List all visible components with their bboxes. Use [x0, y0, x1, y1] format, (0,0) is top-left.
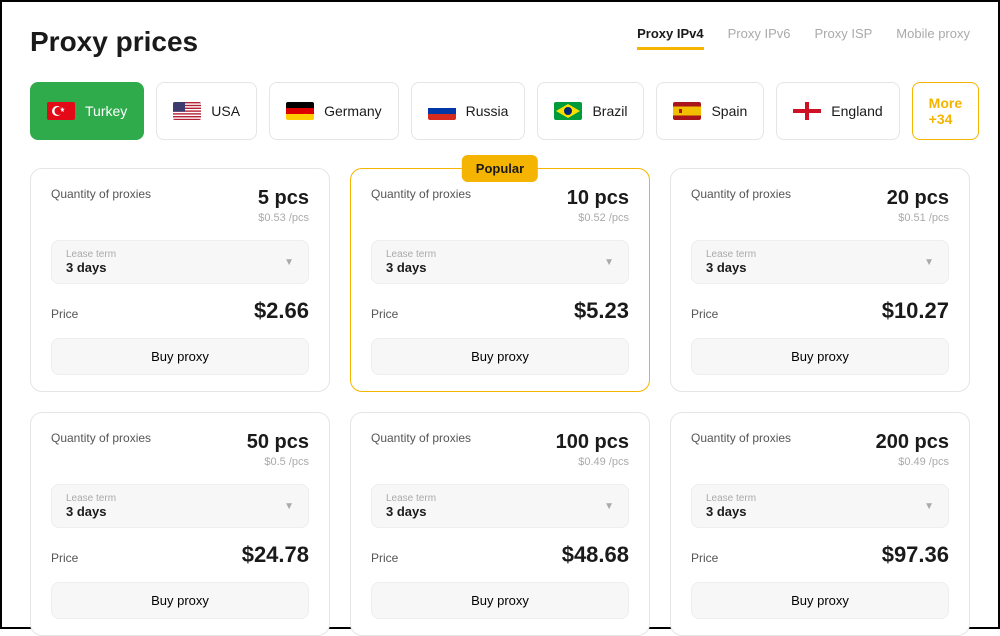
per-unit-price: $0.5 /pcs: [247, 456, 309, 468]
per-unit-price: $0.49 /pcs: [556, 456, 629, 468]
flag-icon: [428, 102, 456, 120]
country-brazil[interactable]: Brazil: [537, 82, 644, 140]
chevron-down-icon: ▼: [284, 257, 294, 268]
price-label: Price: [691, 307, 718, 321]
quantity-label: Quantity of proxies: [371, 431, 471, 445]
buy-proxy-button[interactable]: Buy proxy: [691, 582, 949, 619]
tab-proxy-isp[interactable]: Proxy ISP: [815, 26, 873, 50]
country-label: Turkey: [85, 103, 127, 119]
quantity-label: Quantity of proxies: [691, 431, 791, 445]
quantity-value: 10 pcs: [567, 187, 629, 210]
country-usa[interactable]: USA: [156, 82, 257, 140]
country-russia[interactable]: Russia: [411, 82, 526, 140]
price-value: $97.36: [882, 542, 949, 568]
tab-proxy-ipv4[interactable]: Proxy IPv4: [637, 26, 704, 50]
per-unit-price: $0.49 /pcs: [876, 456, 949, 468]
quantity-label: Quantity of proxies: [691, 187, 791, 201]
flag-icon: [793, 102, 821, 120]
country-label: USA: [211, 103, 240, 119]
quantity-value: 20 pcs: [887, 187, 949, 210]
price-label: Price: [51, 551, 78, 565]
lease-term-select[interactable]: Lease term3 days ▼: [51, 240, 309, 284]
quantity-label: Quantity of proxies: [51, 187, 151, 201]
lease-label: Lease term: [706, 493, 756, 504]
price-value: $48.68: [562, 542, 629, 568]
buy-proxy-button[interactable]: Buy proxy: [371, 338, 629, 375]
buy-proxy-button[interactable]: Buy proxy: [371, 582, 629, 619]
chevron-down-icon: ▼: [284, 501, 294, 512]
tab-proxy-ipv6[interactable]: Proxy IPv6: [728, 26, 791, 50]
lease-term-select[interactable]: Lease term3 days ▼: [371, 484, 629, 528]
country-turkey[interactable]: Turkey: [30, 82, 144, 140]
pricing-card: Quantity of proxies 50 pcs $0.5 /pcs Lease …: [30, 412, 330, 636]
flag-icon: [173, 102, 201, 120]
buy-proxy-button[interactable]: Buy proxy: [51, 582, 309, 619]
chevron-down-icon: ▼: [924, 257, 934, 268]
country-filter: Turkey USA Germany Russia Brazil Spain England…: [30, 82, 970, 140]
pricing-card: Quantity of proxies 20 pcs $0.51 /pcs Lease…: [670, 168, 970, 392]
lease-term-select[interactable]: Lease term3 days ▼: [371, 240, 629, 284]
quantity-value: 50 pcs: [247, 431, 309, 454]
more-countries-button[interactable]: More +34: [912, 82, 979, 140]
flag-icon: [286, 102, 314, 120]
quantity-value: 5 pcs: [258, 187, 309, 210]
price-label: Price: [51, 307, 78, 321]
lease-label: Lease term: [386, 493, 436, 504]
per-unit-price: $0.51 /pcs: [887, 212, 949, 224]
country-spain[interactable]: Spain: [656, 82, 764, 140]
country-label: Russia: [466, 103, 509, 119]
lease-label: Lease term: [706, 249, 756, 260]
popular-badge: Popular: [462, 155, 538, 182]
page-title: Proxy prices: [30, 26, 198, 58]
per-unit-price: $0.52 /pcs: [567, 212, 629, 224]
pricing-card: Quantity of proxies 5 pcs $0.53 /pcs Lease …: [30, 168, 330, 392]
country-label: England: [831, 103, 882, 119]
chevron-down-icon: ▼: [604, 501, 614, 512]
pricing-card: Quantity of proxies 200 pcs $0.49 /pcs Leas…: [670, 412, 970, 636]
pricing-grid: Quantity of proxies 5 pcs $0.53 /pcs Lease …: [30, 168, 970, 636]
lease-value: 3 days: [386, 504, 436, 519]
lease-value: 3 days: [386, 260, 436, 275]
pricing-card: PopularQuantity of proxies10 pcs$0.52 /p…: [350, 168, 650, 392]
lease-value: 3 days: [66, 260, 116, 275]
price-label: Price: [371, 551, 398, 565]
flag-icon: [554, 102, 582, 120]
lease-value: 3 days: [706, 260, 756, 275]
lease-value: 3 days: [706, 504, 756, 519]
country-england[interactable]: England: [776, 82, 899, 140]
quantity-value: 100 pcs: [556, 431, 629, 454]
proxy-type-tabs: Proxy IPv4 Proxy IPv6 Proxy ISP Mobile prox…: [637, 26, 970, 50]
chevron-down-icon: ▼: [924, 501, 934, 512]
chevron-down-icon: ▼: [604, 257, 614, 268]
price-label: Price: [691, 551, 718, 565]
lease-label: Lease term: [66, 493, 116, 504]
price-value: $5.23: [574, 298, 629, 324]
lease-term-select[interactable]: Lease term3 days ▼: [691, 484, 949, 528]
country-label: Spain: [711, 103, 747, 119]
lease-term-select[interactable]: Lease term3 days ▼: [691, 240, 949, 284]
tab-mobile-proxy[interactable]: Mobile proxy: [896, 26, 970, 50]
flag-icon: [47, 102, 75, 120]
buy-proxy-button[interactable]: Buy proxy: [691, 338, 949, 375]
price-value: $24.78: [242, 542, 309, 568]
lease-label: Lease term: [66, 249, 116, 260]
price-value: $10.27: [882, 298, 949, 324]
pricing-card: Quantity of proxies 100 pcs $0.49 /pcs Leas…: [350, 412, 650, 636]
country-label: Germany: [324, 103, 382, 119]
lease-term-select[interactable]: Lease term3 days ▼: [51, 484, 309, 528]
quantity-value: 200 pcs: [876, 431, 949, 454]
price-label: Price: [371, 307, 398, 321]
lease-value: 3 days: [66, 504, 116, 519]
flag-icon: [673, 102, 701, 120]
price-value: $2.66: [254, 298, 309, 324]
quantity-label: Quantity of proxies: [371, 187, 471, 201]
lease-label: Lease term: [386, 249, 436, 260]
quantity-label: Quantity of proxies: [51, 431, 151, 445]
per-unit-price: $0.53 /pcs: [258, 212, 309, 224]
buy-proxy-button[interactable]: Buy proxy: [51, 338, 309, 375]
country-germany[interactable]: Germany: [269, 82, 399, 140]
country-label: Brazil: [592, 103, 627, 119]
